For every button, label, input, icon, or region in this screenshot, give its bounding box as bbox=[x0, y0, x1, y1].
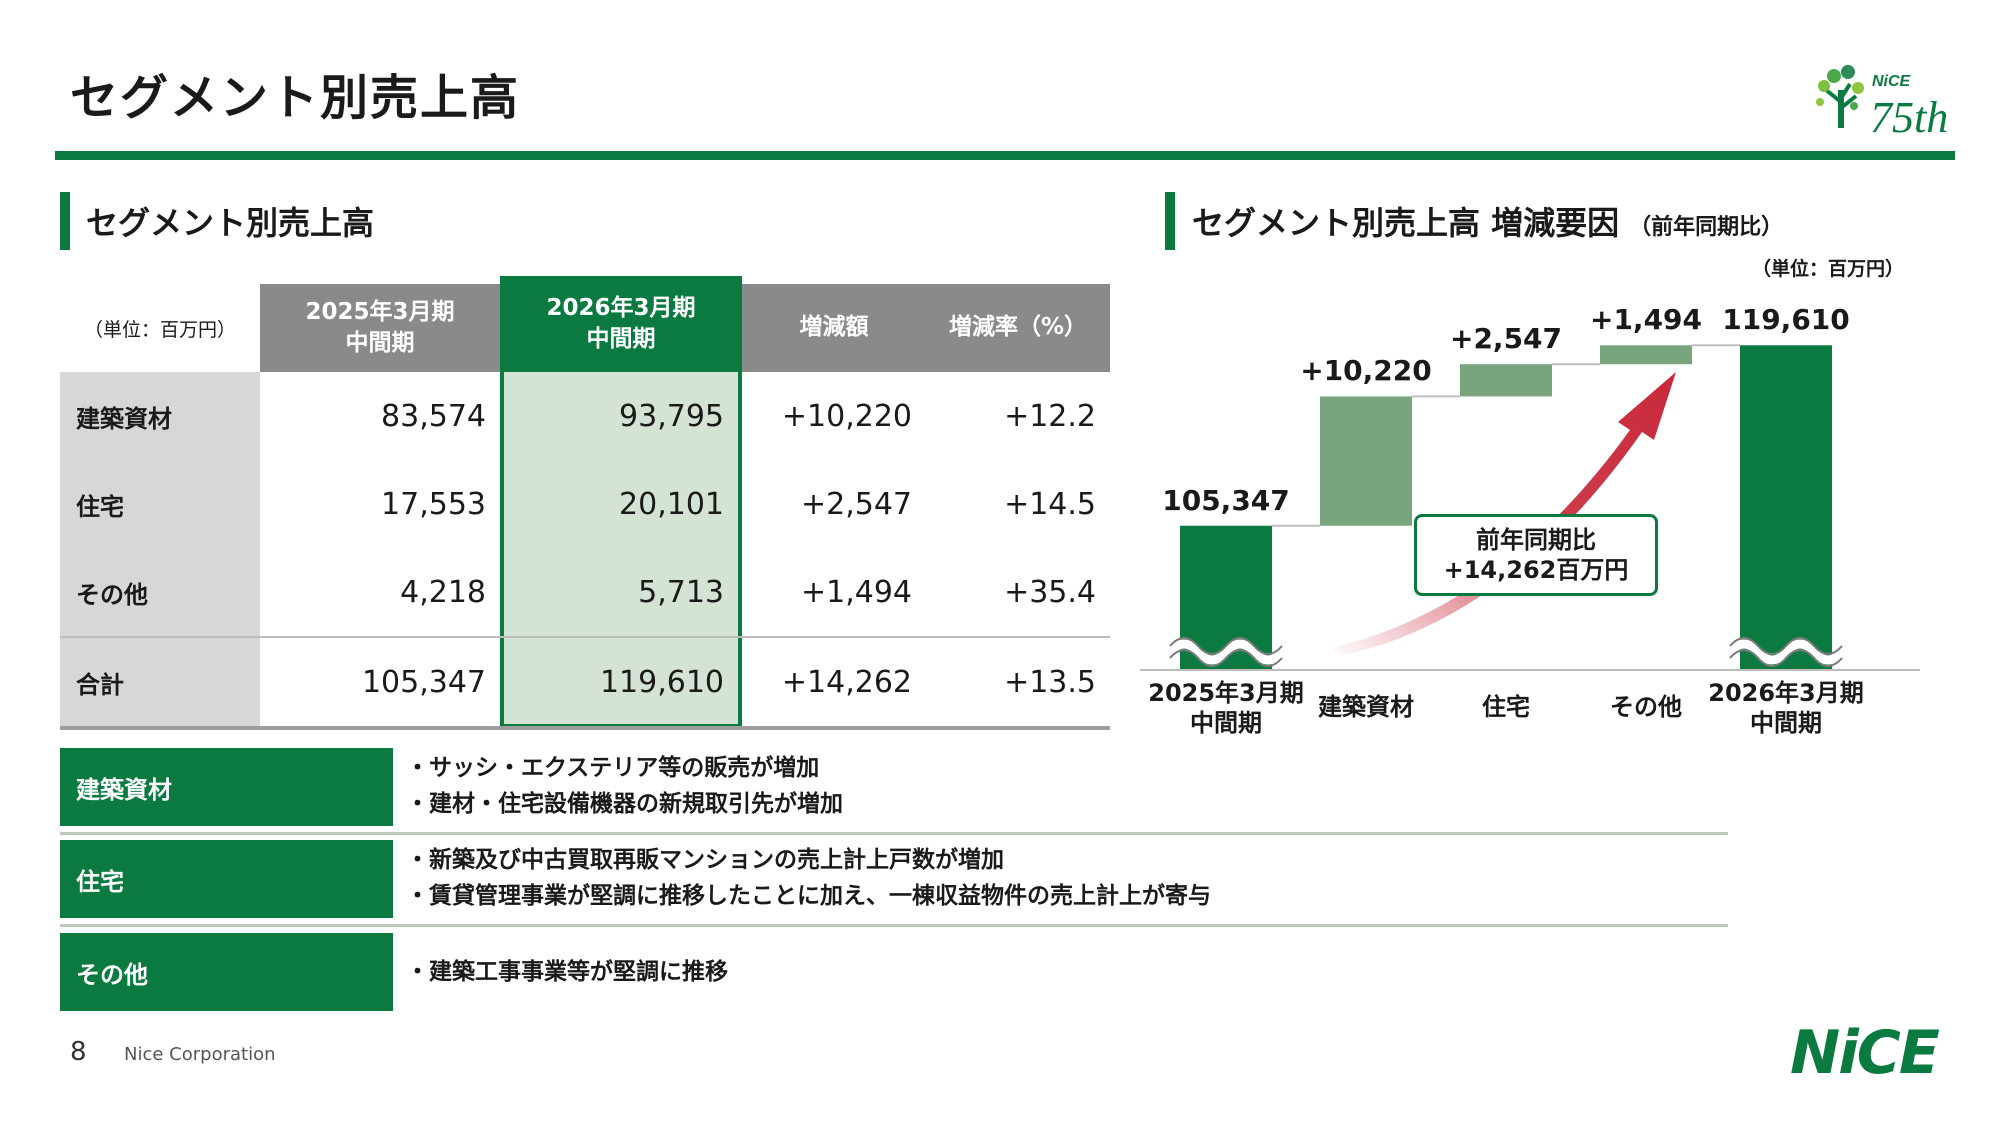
cell-diff: +1,494 bbox=[800, 574, 912, 610]
col-header-curr: 2026年3月期 中間期 bbox=[500, 276, 742, 372]
anniversary-logo: NiCE 75th bbox=[1810, 62, 1960, 142]
cell-curr: 20,101 bbox=[619, 486, 724, 522]
svg-text:75th: 75th bbox=[1870, 93, 1948, 142]
total-divider bbox=[60, 636, 1110, 638]
chart-section-title: セグメント別売上高 増減要因 （前年同期比） bbox=[1192, 204, 1784, 242]
data-label: +1,494 bbox=[1589, 303, 1703, 337]
yoy-callout: 前年同期比 +14,262百万円 bbox=[1414, 514, 1658, 596]
cell-rate: +35.4 bbox=[1004, 574, 1096, 610]
desc-text-building-materials: ・サッシ・エクステリア等の販売が増加 ・建材・住宅設備機器の新規取引先が増加 bbox=[406, 755, 843, 817]
col-header-rate: 増減率（%） bbox=[926, 284, 1110, 372]
waterfall-chart bbox=[1140, 344, 1920, 671]
category-label: 2025年3月期 中間期 bbox=[1148, 679, 1304, 737]
segment-sales-table: （単位：百万円） 2025年3月期 中間期 増減額 増減率（%） 2026年3月期… bbox=[60, 276, 1110, 730]
table-unit: （単位：百万円） bbox=[83, 318, 236, 341]
page-title: セグメント別売上高 bbox=[70, 70, 521, 126]
cell-prev: 105,347 bbox=[361, 664, 486, 700]
table-bottom-rule bbox=[60, 726, 1110, 730]
desc-divider bbox=[60, 924, 1728, 927]
cell-rate: +13.5 bbox=[1004, 664, 1096, 700]
axis-break-mark bbox=[1726, 639, 1846, 665]
col-header-diff: 増減額 bbox=[742, 284, 926, 372]
desc-divider bbox=[60, 832, 1728, 835]
table-section-title: セグメント別売上高 bbox=[86, 204, 375, 242]
axis-break-mark bbox=[1729, 637, 1843, 655]
desc-label-other: その他 bbox=[60, 933, 393, 1011]
tree-icon: NiCE 75th bbox=[1816, 65, 1948, 142]
cell-curr: 93,795 bbox=[619, 398, 724, 434]
section-accent-bar bbox=[60, 192, 70, 250]
bar bbox=[1320, 396, 1412, 526]
bar bbox=[1460, 364, 1552, 397]
axis-break-mark bbox=[1169, 637, 1283, 655]
page-number: 8 bbox=[70, 1037, 87, 1067]
cell-rate: +14.5 bbox=[1004, 486, 1096, 522]
category-label: 住宅 bbox=[1482, 693, 1530, 721]
data-label: +2,547 bbox=[1449, 322, 1563, 356]
category-label: 建築資材 bbox=[1318, 693, 1414, 721]
data-label: +10,220 bbox=[1300, 354, 1432, 388]
svg-text:NiCE: NiCE bbox=[1872, 73, 1912, 90]
bar bbox=[1740, 345, 1832, 670]
row-label-housing: 住宅 bbox=[60, 460, 260, 548]
desc-label-building-materials: 建築資材 bbox=[60, 748, 393, 826]
bar bbox=[1600, 345, 1692, 365]
category-label: 2026年3月期 中間期 bbox=[1708, 679, 1864, 737]
data-label: 119,610 bbox=[1722, 303, 1850, 337]
axis-break-mark bbox=[1729, 649, 1843, 667]
cell-curr: 5,713 bbox=[638, 574, 724, 610]
chart-unit: （単位：百万円） bbox=[1752, 258, 1905, 280]
cell-prev: 4,218 bbox=[400, 574, 486, 610]
section-accent-bar bbox=[1165, 192, 1175, 250]
title-divider bbox=[55, 151, 1955, 160]
cell-diff: +14,262 bbox=[781, 664, 912, 700]
axis-break-mark bbox=[1169, 649, 1283, 667]
desc-text-housing: ・新築及び中古買取再販マンションの売上計上戸数が増加 ・賃貸管理事業が堅調に推移し… bbox=[406, 847, 1211, 909]
cell-diff: +10,220 bbox=[781, 398, 912, 434]
desc-label-housing: 住宅 bbox=[60, 840, 393, 918]
company-name: Nice Corporation bbox=[124, 1044, 276, 1065]
nice-logo: NiCE bbox=[1790, 1018, 1940, 1088]
row-label-other: その他 bbox=[60, 548, 260, 636]
row-label-total: 合計 bbox=[60, 638, 260, 726]
row-label-building-materials: 建築資材 bbox=[60, 372, 260, 460]
cell-rate: +12.2 bbox=[1004, 398, 1096, 434]
cell-curr: 119,610 bbox=[599, 664, 724, 700]
data-label: 105,347 bbox=[1162, 483, 1290, 517]
cell-prev: 83,574 bbox=[381, 398, 486, 434]
cell-diff: +2,547 bbox=[800, 486, 912, 522]
col-header-prev: 2025年3月期 中間期 bbox=[260, 284, 500, 372]
cell-prev: 17,553 bbox=[381, 486, 486, 522]
desc-text-other: ・建築工事事業等が堅調に推移 bbox=[406, 959, 728, 985]
category-label: その他 bbox=[1610, 693, 1682, 721]
axis-break-mark bbox=[1166, 639, 1286, 665]
